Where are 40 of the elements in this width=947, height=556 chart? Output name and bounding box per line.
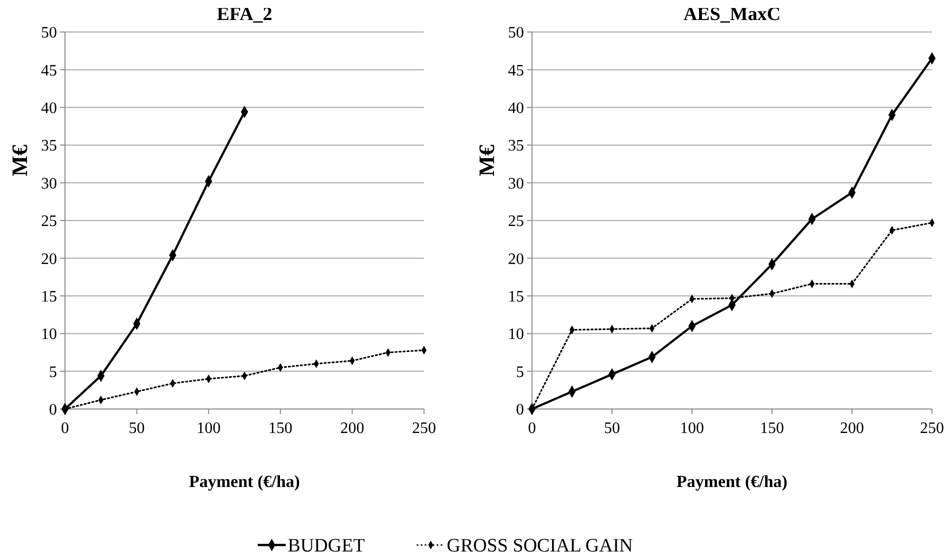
y-tick-label: 15	[41, 288, 57, 306]
x-tick-label: 50	[128, 420, 145, 437]
legend-label: BUDGET	[288, 536, 366, 556]
y-tick-label: 35	[508, 138, 524, 155]
x-axis-title: Payment (€/ha)	[189, 472, 300, 491]
x-tick-label: 0	[61, 420, 69, 437]
y-tick-label: 40	[41, 100, 57, 117]
y-tick-label: 50	[41, 24, 57, 42]
y-tick-label: 5	[516, 364, 524, 381]
y-tick-label: 45	[41, 62, 57, 80]
y-tick-label: 20	[41, 250, 57, 268]
y-tick-label: 40	[508, 100, 524, 117]
y-tick-label: 30	[41, 175, 57, 192]
y-tick-label: 25	[508, 213, 524, 230]
y-tick-label: 10	[508, 326, 524, 344]
y-tick-label: 35	[41, 138, 57, 155]
x-tick-label: 200	[340, 420, 364, 437]
y-tick-label: 20	[508, 250, 524, 268]
x-tick-label: 200	[840, 420, 864, 437]
y-tick-label: 0	[49, 402, 57, 419]
x-tick-label: 100	[196, 420, 221, 437]
y-tick-label: 0	[516, 402, 524, 419]
x-tick-label: 150	[268, 420, 292, 437]
y-axis-title: M€	[7, 144, 32, 176]
y-tick-label: 45	[508, 62, 524, 80]
x-axis-title: Payment (€/ha)	[676, 472, 788, 491]
y-tick-label: 15	[508, 288, 524, 306]
x-tick-label: 150	[760, 420, 784, 437]
x-tick-label: 250	[412, 420, 436, 437]
x-tick-label: 50	[604, 420, 620, 437]
y-tick-label: 50	[508, 24, 524, 42]
x-tick-label: 100	[680, 420, 704, 437]
y-tick-label: 25	[41, 213, 57, 230]
x-tick-label: 250	[920, 420, 944, 437]
x-tick-label: 0	[528, 420, 536, 437]
legend-label: GROSS SOCIAL GAIN	[446, 536, 634, 556]
y-tick-label: 10	[41, 326, 57, 344]
y-axis-title: M€	[474, 144, 499, 176]
y-tick-label: 30	[508, 175, 524, 192]
y-tick-label: 5	[49, 364, 57, 381]
